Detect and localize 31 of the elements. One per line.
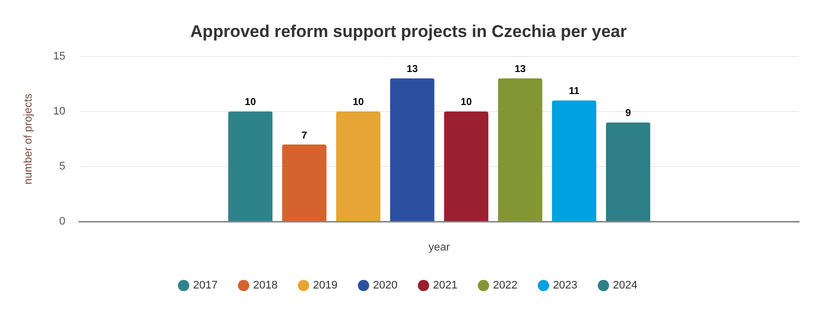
data-label: 10 xyxy=(460,97,472,108)
y-tick-label: 10 xyxy=(53,106,66,118)
bar xyxy=(282,144,326,222)
legend-label: 2018 xyxy=(253,280,278,292)
y-tick-label: 15 xyxy=(53,50,66,62)
bar xyxy=(390,78,434,222)
legend-label: 2019 xyxy=(313,280,338,292)
legend-label: 2020 xyxy=(373,280,398,292)
data-label: 13 xyxy=(406,64,418,76)
bar xyxy=(606,122,650,222)
legend-label: 2021 xyxy=(433,280,458,292)
bar xyxy=(444,111,488,222)
y-tick-label: 0 xyxy=(59,216,66,228)
bar xyxy=(498,78,542,222)
data-label: 9 xyxy=(625,108,632,120)
legend-label: 2024 xyxy=(612,280,638,292)
data-label: 13 xyxy=(514,64,526,76)
legend-label: 2022 xyxy=(492,280,518,292)
data-label: 10 xyxy=(352,97,364,108)
chart-title: Approved reform support projects in Czechia per year xyxy=(190,22,628,41)
x-axis-title: year xyxy=(428,241,450,254)
legend-label: 2017 xyxy=(193,280,218,292)
data-label: 7 xyxy=(302,130,308,142)
bar xyxy=(552,100,596,222)
legend-label: 2023 xyxy=(552,280,578,292)
data-label: 11 xyxy=(568,86,580,98)
y-axis-title: number of projects xyxy=(22,92,35,185)
data-label: 10 xyxy=(244,97,256,108)
y-tick-label: 5 xyxy=(59,160,66,173)
bar xyxy=(228,111,272,222)
bar xyxy=(336,111,380,222)
